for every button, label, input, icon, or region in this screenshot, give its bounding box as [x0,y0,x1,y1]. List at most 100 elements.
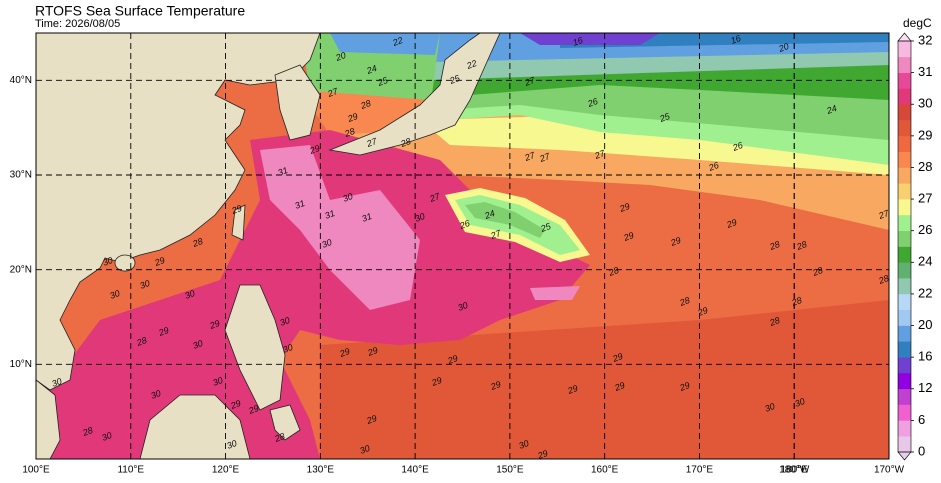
contour-label: 26 [457,218,471,231]
contour-label: 27 [488,228,503,242]
lat-tick-label: 10°N [10,359,32,370]
contour-label: 29 [365,345,379,358]
colorbar-tick-label: 12 [918,380,932,395]
colorbar-segment [898,309,911,326]
contour-label: 20 [776,41,790,54]
contour-label: 22 [390,35,404,48]
contour-label: 29 [724,217,738,230]
contour-label: 30 [149,388,162,401]
colorbar-frame [897,40,912,453]
contour-label: 24 [482,208,496,221]
lon-tick-label: 100°E [22,465,50,476]
colorbar-segment [898,246,911,263]
colorbar-segment [898,436,911,453]
colorbar-segment [898,151,911,168]
contour-label: 29 [668,235,682,248]
colorbar-tick-label: 16 [918,349,932,364]
contour-label: 28 [398,136,412,149]
contour-label: 22 [464,58,478,71]
colorbar-segment [898,388,911,405]
title: RTOFS Sea Surface Temperature [35,3,245,19]
colorbar-tick-label: 0 [918,443,925,458]
contour-label: 31 [360,211,373,224]
contour-label: 30 [100,430,113,443]
contour-label: 27 [876,208,891,222]
colorbar-segment [898,88,911,105]
colorbar-tick-label: 27 [918,191,932,206]
contour-label: 30 [281,342,294,355]
colorbar-segment [898,214,911,231]
contour-label: 29 [207,318,221,331]
colorbar-segment [898,56,911,73]
lat-tick-label: 30°N [10,170,32,181]
contour-label: 30 [517,438,530,451]
contour-label: 31 [276,165,289,178]
colorbar: 0 6 12 16 20 22 24 26 27 28 29 30 31 32 [897,32,932,461]
contour-label: 30 [413,211,426,224]
contour-label: 25 [657,111,672,125]
colorbar-segment [898,325,911,342]
contour-label: 29 [612,380,626,393]
contour-label: 29 [229,203,243,216]
lon-tick-label: 180°W [779,465,810,476]
contour-label: 30 [225,438,238,451]
contour-label: 28 [358,98,372,111]
contour-label: 30 [793,396,806,409]
lon-tick-label: 110°E [117,465,144,476]
colorbar-tick-label: 22 [918,285,932,300]
colorbar-segment [898,372,911,390]
colorbar-label: degC [903,16,932,30]
contour-label: 29 [337,346,351,359]
colorbar-segment [898,341,911,358]
contour-label: 28 [767,239,781,252]
colorbar-tick-label: 20 [918,317,932,332]
contour-label: 24 [824,103,838,116]
colorbar-segment [898,420,911,437]
contour-label: 30 [191,338,204,351]
contour-label: 28 [677,295,691,308]
land [36,33,501,459]
colorbar-segment [898,167,911,184]
colorbar-under [897,451,912,461]
colorbar-segment [898,230,911,247]
colorbar-segment [898,278,911,295]
contour-label: 27 [537,151,552,165]
contour-label: 30 [138,278,151,291]
contour-label: 29 [535,448,549,461]
contour-label: 26 [585,96,599,109]
contour-label: 27 [364,136,379,150]
contour-label: 28 [606,265,620,278]
contour-label: 29 [152,255,166,268]
contour-label: 25 [375,75,390,89]
lon-tick-label: 140°E [401,465,429,476]
lat-tick-label: 20°N [10,264,32,275]
contour-label: 31 [293,198,306,211]
colorbar-tick-label: 30 [918,96,932,111]
grid [36,33,889,459]
lon-tick-label: 170°E [686,465,714,476]
contour-label: 28 [190,236,204,249]
contour-label: 28 [272,431,286,444]
contour-label: 29 [695,305,709,318]
lon-tick-label: 160°E [591,465,619,476]
contour-label: 29 [488,379,502,392]
colorbar-tick-label: 29 [918,127,932,142]
contour-label: 31 [323,208,336,221]
contour-label: 30 [763,401,776,414]
contour-label: 30 [341,191,354,204]
colorbar-tick-label: 6 [918,412,925,427]
contour-label: 30 [320,237,333,250]
contour-label: 29 [364,413,378,426]
contour-label: 30 [358,443,371,456]
contour-label: 29 [307,143,321,156]
contour-label: 26 [730,140,744,153]
contour-label: 29 [445,353,459,366]
lat-tick-label: 40°N [10,75,32,86]
map-frame [35,32,890,460]
contour-label: 29 [610,351,624,364]
contour-label: 26 [706,160,720,173]
contour-label: 30 [456,300,469,313]
colorbar-segment [898,183,911,200]
colorbar-segment [898,135,911,152]
